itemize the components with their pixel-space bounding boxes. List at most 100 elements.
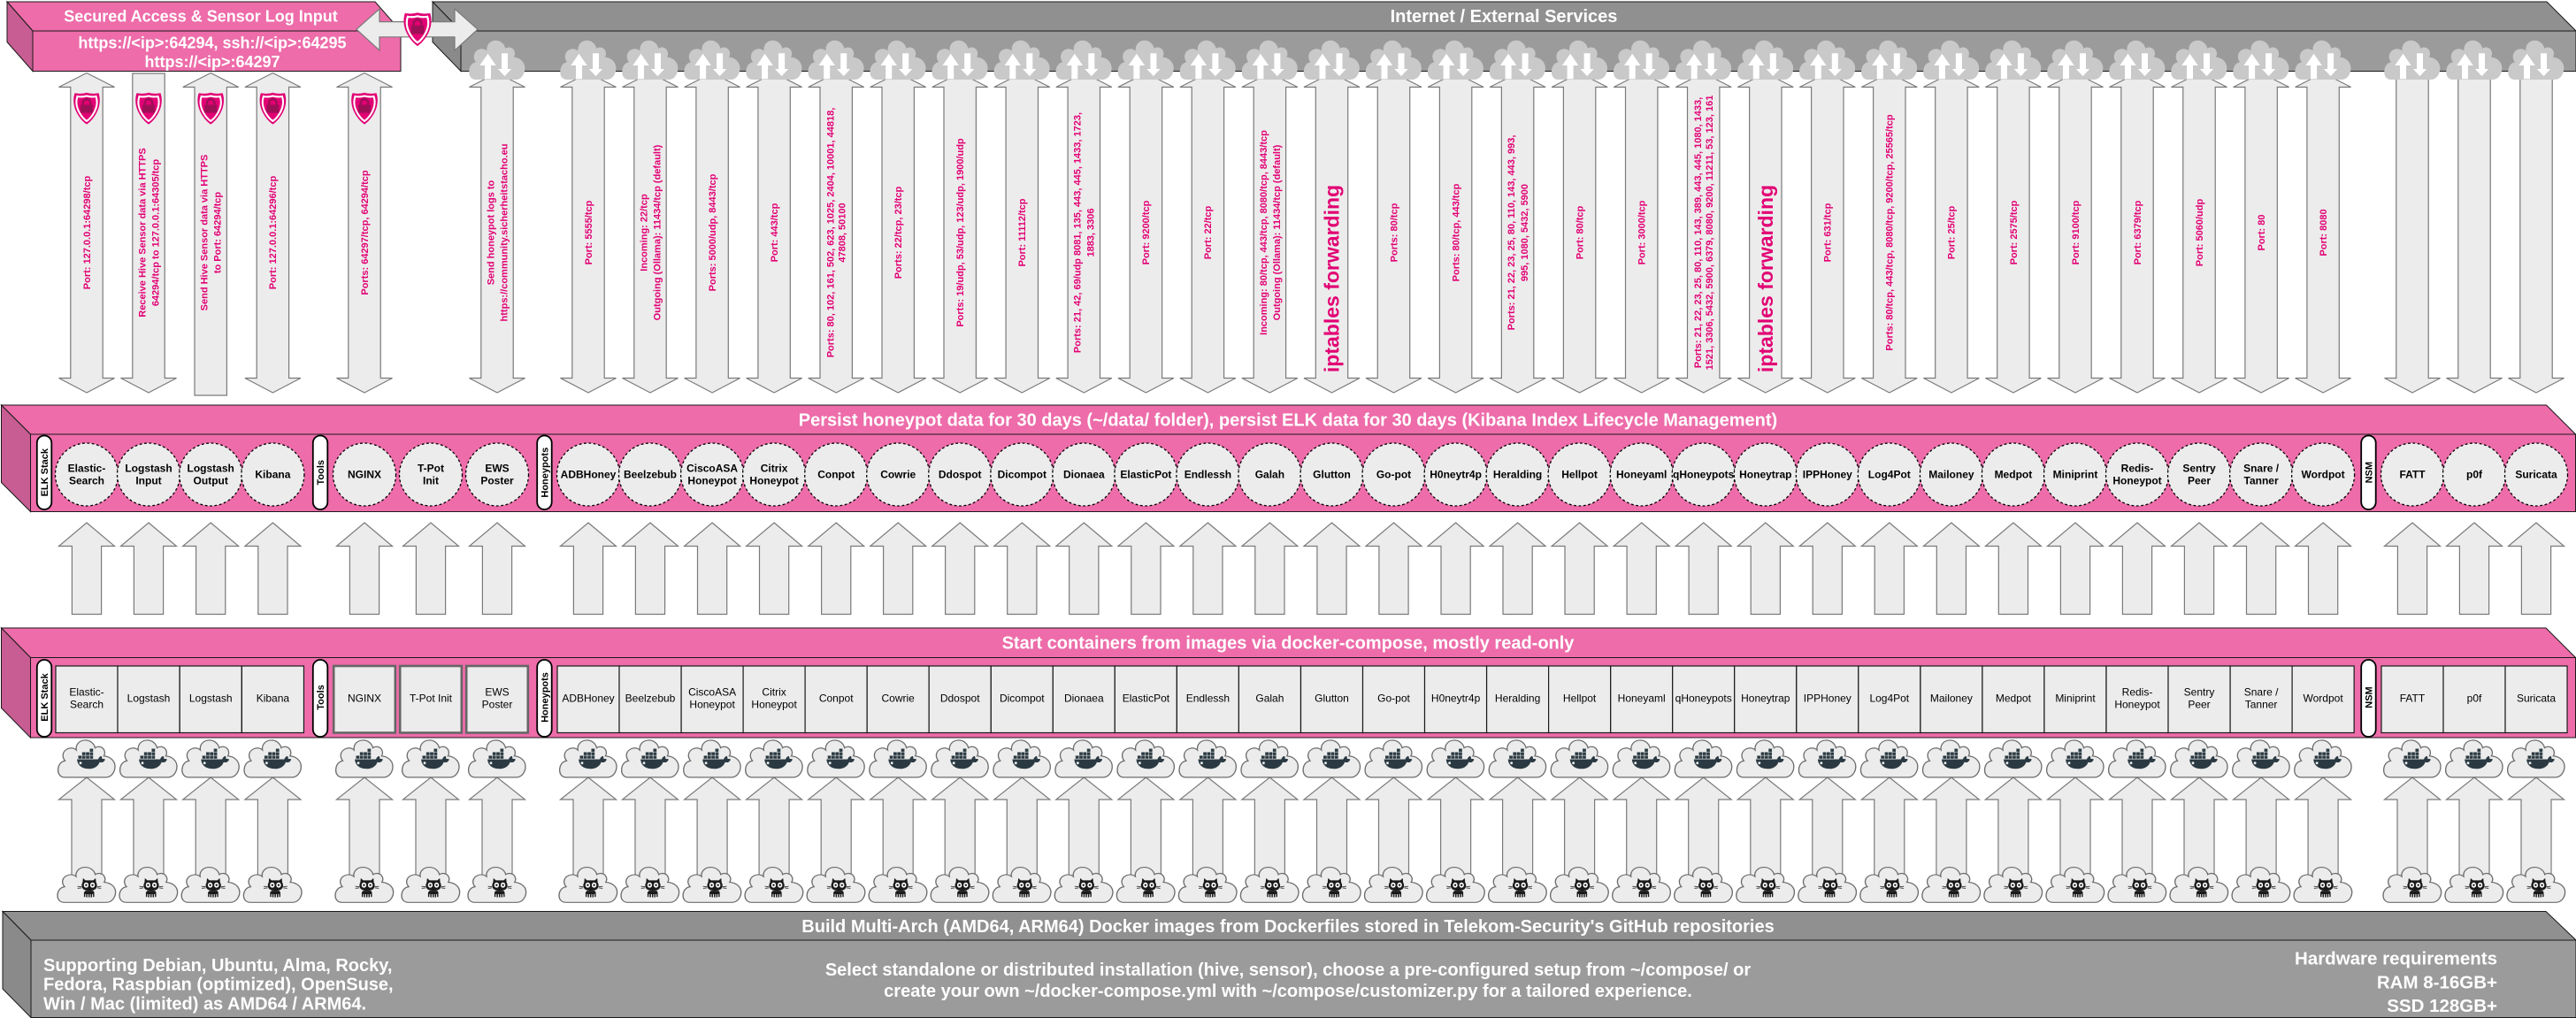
svg-text:Sentry: Sentry [2182,463,2216,475]
svg-text:Hellpot: Hellpot [1563,693,1597,705]
svg-text:Dionaea: Dionaea [1063,469,1105,481]
svg-text:Select standalone or distribut: Select standalone or distributed install… [825,961,1752,980]
svg-text:Log4Pot: Log4Pot [1869,693,1909,705]
svg-text:Hellpot: Hellpot [1561,469,1598,481]
svg-text:Poster: Poster [480,475,514,487]
svg-text:Ports: 22/tcp, 23/tcp: Ports: 22/tcp, 23/tcp [893,186,904,279]
svg-text:Start containers from images v: Start containers from images via docker-… [1002,634,1576,654]
svg-text:Citrix: Citrix [761,463,788,475]
svg-text:Suricata: Suricata [2517,693,2556,705]
svg-text:p0f: p0f [2467,693,2482,705]
svg-text:Port: 22/tcp: Port: 22/tcp [1203,205,1214,259]
svg-text:SSD 128GB+: SSD 128GB+ [2387,996,2497,1016]
svg-text:Dionaea: Dionaea [1064,693,1104,705]
svg-text:FATT: FATT [2400,693,2426,705]
svg-text:Mailoney: Mailoney [1930,693,1973,705]
svg-text:Beelzebub: Beelzebub [624,469,677,481]
svg-text:Redis-: Redis- [2121,463,2154,475]
svg-text:Honeyaml: Honeyaml [1618,693,1666,705]
svg-text:Incoming: 80/tcp, 443/tcp, 808: Incoming: 80/tcp, 443/tcp, 8080/tcp, 844… [1259,130,1269,335]
svg-text:Port: 5555/tcp: Port: 5555/tcp [584,200,594,264]
svg-text:Tanner: Tanner [2244,475,2279,487]
svg-text:T-Pot: T-Pot [418,463,444,475]
svg-text:Ddospot: Ddospot [939,469,982,481]
svg-text:Port: 127.0.0.1:64298/tcp: Port: 127.0.0.1:64298/tcp [82,176,93,290]
svg-text:Endlessh: Endlessh [1184,469,1231,481]
svg-text:995, 1080, 5432, 5900: 995, 1080, 5432, 5900 [1520,184,1530,281]
svg-text:Win / Mac (limited) as AMD64 /: Win / Mac (limited) as AMD64 / ARM64. [43,994,366,1014]
svg-text:qHoneypots: qHoneypots [1675,693,1732,705]
svg-text:Honeyaml: Honeyaml [1616,469,1667,481]
svg-text:Supporting Debian, Ubuntu, Alm: Supporting Debian, Ubuntu, Alma, Rocky, [43,956,392,976]
svg-text:Wordpot: Wordpot [2302,469,2345,481]
svg-text:Wordpot: Wordpot [2304,693,2344,705]
svg-text:Conpot: Conpot [819,693,854,705]
svg-text:Port: 9100/tcp: Port: 9100/tcp [2071,200,2082,264]
svg-text:RAM 8-16GB+: RAM 8-16GB+ [2377,972,2497,992]
svg-text:IPPHoney: IPPHoney [1803,469,1852,481]
svg-text:Honeypot: Honeypot [751,699,797,711]
svg-text:Honeypot: Honeypot [749,475,798,487]
svg-text:Poster: Poster [482,699,513,711]
svg-text:Suricata: Suricata [2515,469,2557,481]
svg-text:qHoneypots: qHoneypots [1673,469,1735,481]
svg-text:Port: 11112/tcp: Port: 11112/tcp [1017,198,1028,266]
svg-text:47808, 50100: 47808, 50100 [838,203,848,262]
svg-text:Heralding: Heralding [1495,693,1540,705]
svg-text:ADBHoney: ADBHoney [561,469,617,481]
svg-text:Logstash: Logstash [127,693,171,705]
svg-text:Ports: 80/tcp: Ports: 80/tcp [1389,203,1399,262]
svg-text:1521, 3306, 5432, 5900, 6379,: 1521, 3306, 5432, 5900, 6379, 8080, 9200… [1705,96,1715,371]
svg-text:Persist honeypot data for 30 d: Persist honeypot data for 30 days (~/dat… [799,411,1777,431]
svg-text:Ports: 19/udp, 53/udp, 123/udp: Ports: 19/udp, 53/udp, 123/udp, 1900/udp [955,138,966,327]
svg-text:Tools: Tools [316,460,326,486]
svg-text:Ports: 80, 102, 161, 502, 623,: Ports: 80, 102, 161, 502, 623, 1025, 240… [826,108,837,358]
svg-text:Fedora, Raspbian (optimized),: Fedora, Raspbian (optimized), OpenSuse, [43,976,394,995]
svg-text:ELK Stack: ELK Stack [40,672,50,721]
svg-text:Port: 6379/tcp: Port: 6379/tcp [2133,200,2143,264]
svg-text:https://<ip>:64297: https://<ip>:64297 [144,53,280,71]
svg-text:Outgoing (Ollama): 11434/tcp (: Outgoing (Ollama): 11434/tcp (default) [1272,144,1283,320]
svg-text:Port: 2575/tcp: Port: 2575/tcp [2009,200,2020,264]
svg-text:Search: Search [70,699,104,711]
svg-text:Medpot: Medpot [1996,693,2032,705]
svg-text:Ports: 21, 22, 23, 25, 80, 110: Ports: 21, 22, 23, 25, 80, 110, 143, 389… [1693,97,1704,368]
svg-text:Honeypots: Honeypots [540,672,551,723]
svg-text:Snare /: Snare / [2244,686,2279,699]
svg-text:p0f: p0f [2466,469,2483,481]
svg-text:Honeypot: Honeypot [2112,475,2161,487]
svg-text:EWS: EWS [485,686,509,699]
svg-text:Input: Input [135,475,161,487]
svg-text:Medpot: Medpot [1995,469,2033,481]
svg-text:Cowrie: Cowrie [882,693,916,705]
svg-text:Logstash: Logstash [188,463,234,475]
svg-text:Endlessh: Endlessh [1186,693,1230,705]
svg-text:Ddospot: Ddospot [940,693,980,705]
svg-text:Build Multi-Arch (AMD64, ARM64: Build Multi-Arch (AMD64, ARM64) Docker i… [801,917,1774,937]
svg-text:H0neytr4p: H0neytr4p [1431,693,1481,705]
svg-text:Elastic-: Elastic- [69,686,104,699]
svg-text:Logstash: Logstash [189,693,233,705]
svg-text:ADBHoney: ADBHoney [562,693,614,705]
svg-text:Elastic-: Elastic- [68,463,106,475]
svg-text:IPPHoney: IPPHoney [1804,693,1852,705]
svg-text:Conpot: Conpot [817,469,855,481]
svg-text:Snare /: Snare / [2243,463,2280,475]
svg-text:Port: 5060/udp: Port: 5060/udp [2195,199,2205,267]
svg-text:Secured Access & Sensor Log In: Secured Access & Sensor Log Input [64,8,337,26]
svg-text:Outgoing (Ollama): 11434/tcp (: Outgoing (Ollama): 11434/tcp (default) [652,144,663,320]
svg-text:EWS: EWS [485,463,509,475]
svg-text:Glutton: Glutton [1313,469,1351,481]
svg-text:T-Pot Init: T-Pot Init [410,693,453,705]
svg-text:Go-pot: Go-pot [1377,693,1410,705]
svg-text:Miniprint: Miniprint [2053,469,2098,481]
svg-text:Mailoney: Mailoney [1928,469,1974,481]
svg-text:Send honeypot logs to: Send honeypot logs to [486,180,496,285]
svg-text:Incoming: 22/tcp: Incoming: 22/tcp [639,194,649,272]
svg-text:Honeypot: Honeypot [2114,699,2160,711]
svg-text:ElasticPot: ElasticPot [1123,693,1170,705]
svg-text:Honeytrap: Honeytrap [1739,469,1791,481]
svg-text:Citrix: Citrix [762,686,786,699]
svg-text:Port: 80/tcp: Port: 80/tcp [1576,205,1586,259]
svg-text:https://community.sicherheitst: https://community.sicherheitstacho.eu [499,144,510,322]
